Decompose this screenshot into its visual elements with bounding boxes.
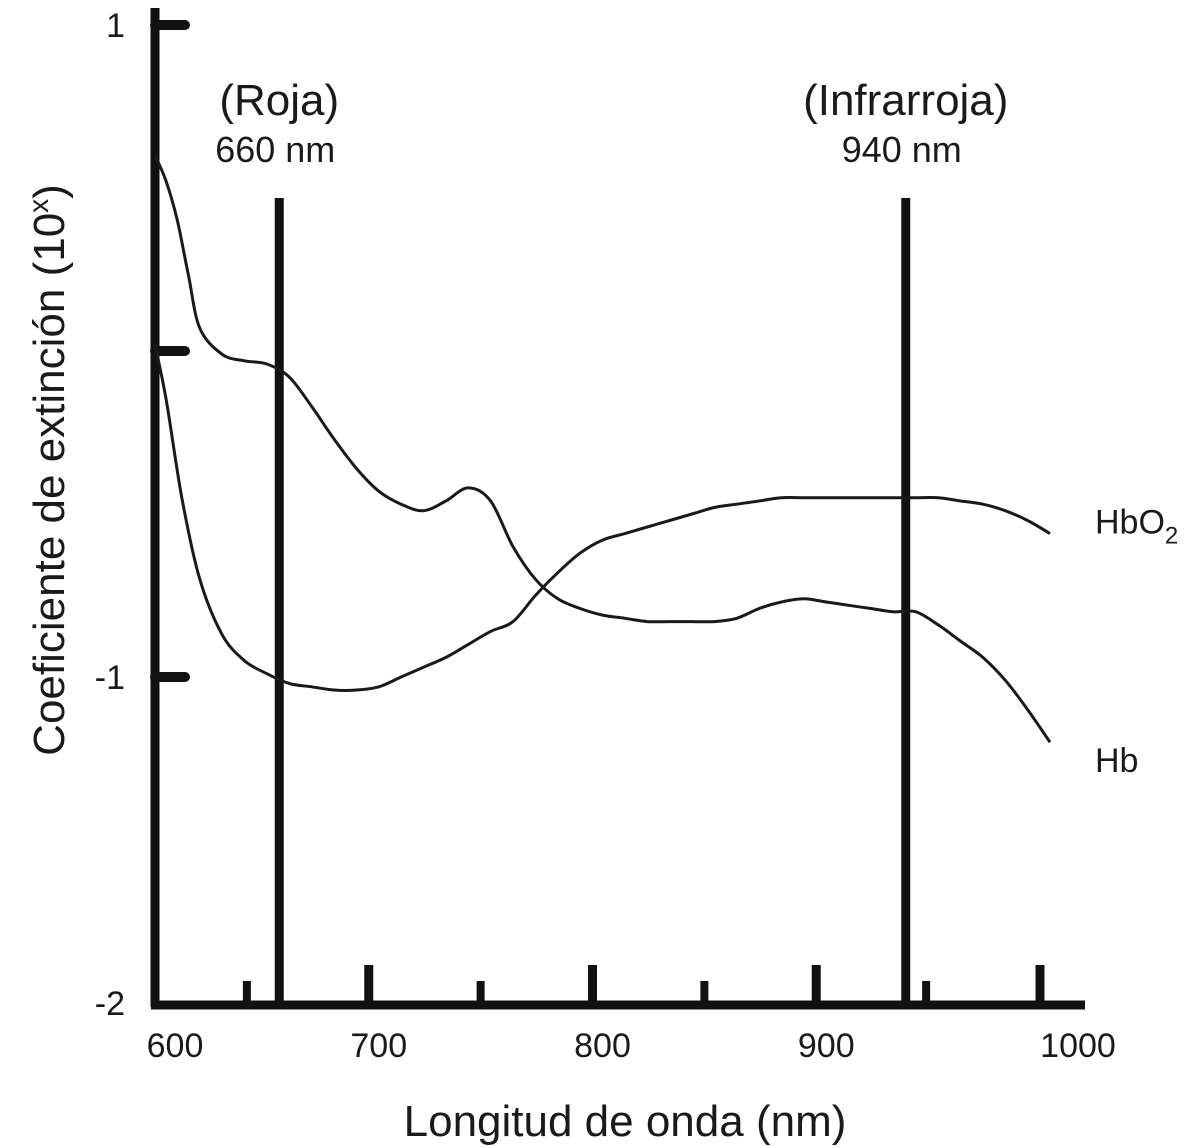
x-tick-label: 700: [350, 1027, 407, 1065]
x-tick-label: 800: [574, 1027, 631, 1065]
y-axis-title-base: Coeficiente de extinción (10: [25, 213, 74, 756]
wavelength-markers: [274, 198, 911, 1003]
series-label-subscript: 2: [1165, 523, 1178, 550]
y-tick-label: 1: [106, 7, 125, 45]
x-tick-label: 600: [147, 1027, 204, 1065]
series-label-hb: Hb: [1095, 742, 1138, 780]
chart-labels: 1 -1 -2 600 700 800 900 1000 Longitud de onda (n…: [23, 7, 1178, 1146]
series-label-hbo2: HbO2: [1095, 504, 1178, 550]
axes: [150, 8, 1085, 1010]
x-tick-label: 900: [798, 1027, 855, 1065]
series-line-hb: [153, 154, 1052, 744]
marker-label-wavelength: 940 nm: [842, 129, 962, 170]
y-axis-title-superscript: x: [23, 199, 54, 213]
y-axis-title: Coeficiente de extinción (10x): [23, 184, 74, 756]
series-label-base: Hb: [1095, 742, 1138, 780]
series-line-hbo2: [153, 344, 1051, 692]
y-tick-label: -2: [95, 985, 125, 1023]
marker-label-wavelength: 660 nm: [215, 129, 335, 170]
marker-label-band: (Infrarroja): [803, 76, 1008, 125]
series-lines: [153, 154, 1052, 744]
x-axis-title: Longitud de onda (nm): [404, 1097, 847, 1146]
marker-label-band: (Roja): [219, 76, 339, 125]
y-tick-label: -1: [95, 659, 125, 697]
series-label-base: HbO: [1095, 504, 1165, 542]
x-tick-label: 1000: [1040, 1027, 1116, 1065]
y-axis-title-close: ): [25, 184, 74, 199]
